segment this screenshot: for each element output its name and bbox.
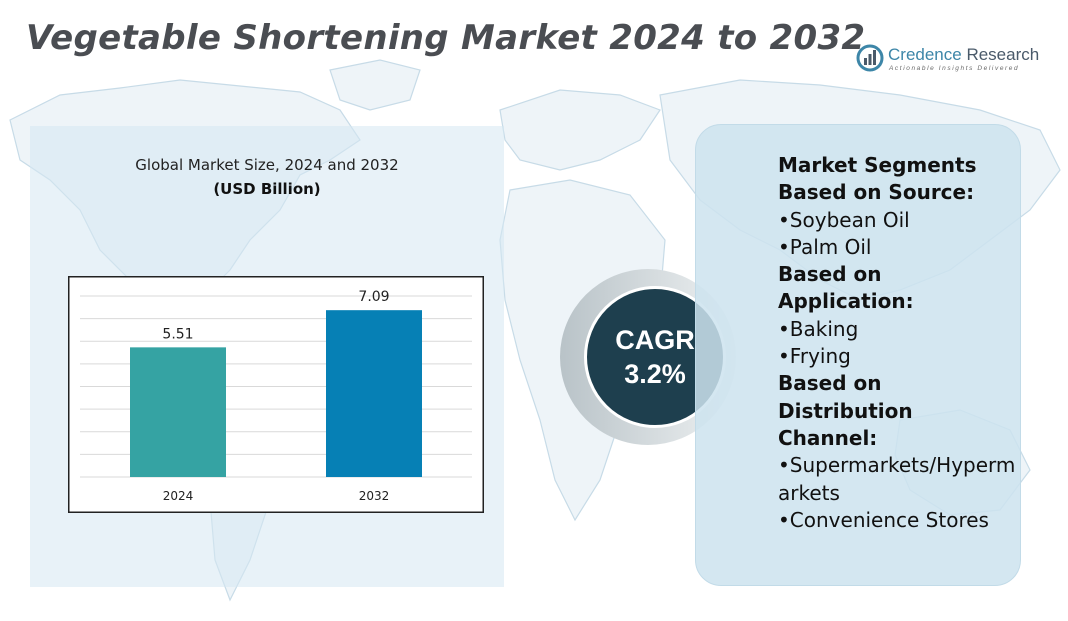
segment-item: •Frying [778, 344, 851, 369]
segment-item: •Soybean Oil [778, 207, 910, 232]
cagr-label: CAGR [615, 325, 695, 355]
bar-chart: 5.51 2024 7.09 2032 [68, 276, 484, 513]
segment-item: •Palm Oil [778, 234, 872, 259]
chart-title: Global Market Size, 2024 and 2032 [135, 156, 399, 174]
page-title: Vegetable Shortening Market 2024 to 2032 [26, 18, 866, 58]
market-segments-list: Market Segments Based on Source: •Soybean … [778, 152, 1018, 534]
segment-heading: Based on Source: [778, 180, 975, 205]
segment-heading: Based on Distribution Channel: [778, 371, 913, 450]
segment-heading: Market Segments [778, 153, 977, 177]
segment-heading: Based on Application: [778, 262, 914, 314]
bar-2032 [326, 310, 422, 477]
bar-2024 [130, 347, 226, 477]
segment-item: •Baking [778, 316, 859, 341]
segment-item: •Convenience Stores [778, 507, 989, 532]
x-tick-label: 2024 [163, 489, 194, 503]
credence-research-logo: Credence Research Actionable Insights De… [856, 44, 1046, 76]
data-label: 5.51 [162, 326, 193, 342]
logo-name: Credence Research [888, 45, 1039, 65]
logo-name-part2: Research [961, 45, 1040, 64]
data-label: 7.09 [358, 289, 389, 305]
segments-panel [695, 124, 1021, 586]
logo-mark-icon [856, 44, 884, 72]
chart-unit-label: (USD Billion) [213, 180, 321, 198]
x-tick-label: 2032 [359, 489, 390, 503]
logo-name-part1: Credence [888, 45, 962, 64]
cagr-value: 3.2% [624, 359, 686, 389]
logo-tagline: Actionable Insights Delivered [889, 65, 1020, 72]
segment-item: •Supermarkets/Hypermarkets [778, 453, 1016, 505]
